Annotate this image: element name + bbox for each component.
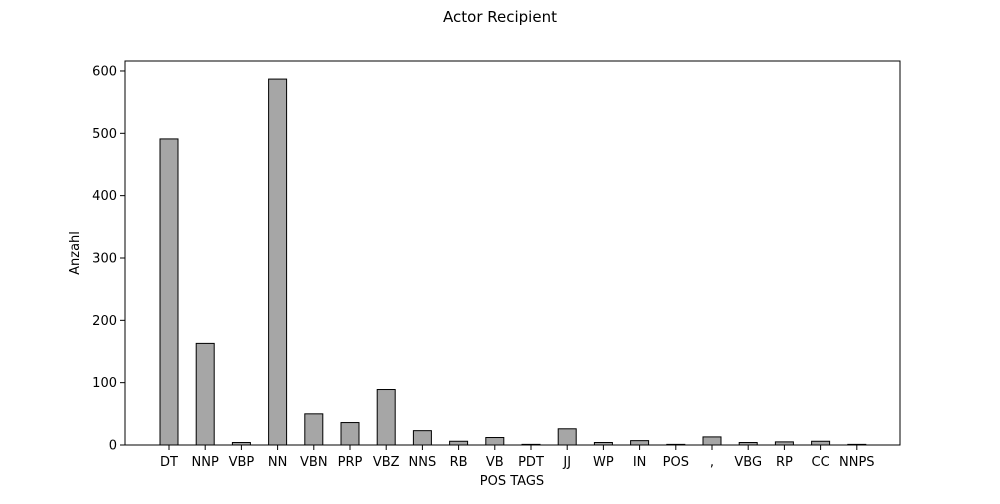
y-tick-label: 600 (92, 64, 117, 79)
x-tick-label: NNPS (839, 455, 875, 470)
y-tick-label: 500 (92, 127, 117, 142)
bar-PRP (340, 422, 360, 446)
y-tick-label: 300 (92, 251, 117, 266)
x-tick-label: RP (776, 455, 793, 470)
bar-NN (268, 78, 288, 446)
plot-frame (124, 60, 901, 446)
x-tick-label: VBP (229, 455, 255, 470)
x-tick-label: VBG (734, 455, 762, 470)
x-tick-label: WP (593, 455, 614, 470)
y-tick-label: 0 (109, 439, 117, 454)
bar-VBN (304, 413, 324, 446)
x-tick-label: NN (268, 455, 287, 470)
plot-area (124, 60, 901, 446)
bar-NNS (412, 430, 432, 446)
bar-NNP (195, 342, 215, 446)
x-tick-label: RB (450, 455, 468, 470)
x-tick-label: DT (160, 455, 178, 470)
bar-, (702, 436, 722, 446)
x-tick-label: PDT (518, 455, 544, 470)
y-axis-label: Anzahl (68, 231, 83, 275)
y-axis: 0 100 200 300 400 500 600 (92, 64, 125, 454)
x-tick-label: IN (633, 455, 647, 470)
x-tick-label: NNS (409, 455, 437, 470)
x-tick-label: PRP (338, 455, 363, 470)
y-tick-label: 400 (92, 189, 117, 204)
x-tick-label: POS (663, 455, 689, 470)
x-tick-label: VB (486, 455, 504, 470)
bar-VBZ (376, 389, 396, 446)
x-tick-label: VBZ (373, 455, 400, 470)
bar-IN (630, 440, 650, 446)
bar-CC (811, 440, 831, 446)
x-tick-label: JJ (562, 455, 571, 470)
x-tick-label: VBN (300, 455, 328, 470)
bar-JJ (557, 428, 577, 446)
y-tick-label: 200 (92, 314, 117, 329)
x-tick-label: NNP (192, 455, 219, 470)
bar-RB (449, 440, 469, 446)
x-tick-label: CC (812, 455, 830, 470)
x-axis: DT NNP VBP NN VBN PRP VBZ NNS RB VB PDT JJ WP IN POS, V… (160, 445, 875, 470)
y-tick-label: 100 (92, 376, 117, 391)
bar-DT (159, 138, 179, 446)
x-tick-label: , (710, 455, 714, 470)
chart-title: Actor Recipient (443, 8, 557, 26)
bar-VB (485, 437, 505, 446)
x-axis-label: POS TAGS (480, 474, 544, 489)
